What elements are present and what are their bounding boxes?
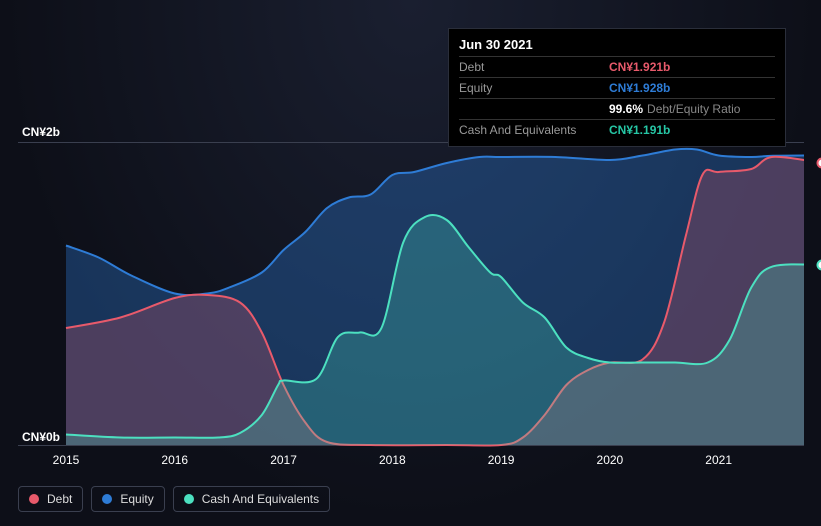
legend: Debt Equity Cash And Equivalents bbox=[18, 486, 330, 512]
legend-label: Equity bbox=[120, 492, 153, 506]
series-end-marker bbox=[817, 158, 821, 169]
tooltip-row: 99.6% Debt/Equity Ratio bbox=[459, 98, 775, 119]
tooltip-row-label: Cash And Equivalents bbox=[459, 123, 609, 137]
legend-label: Cash And Equivalents bbox=[202, 492, 319, 506]
legend-item[interactable]: Debt bbox=[18, 486, 83, 512]
legend-item[interactable]: Equity bbox=[91, 486, 164, 512]
legend-label: Debt bbox=[47, 492, 72, 506]
tooltip-row-value: CN¥1.921b bbox=[609, 60, 670, 74]
tooltip-row: Cash And EquivalentsCN¥1.191b bbox=[459, 119, 775, 140]
x-tick-label: 2021 bbox=[705, 453, 732, 467]
x-tick-label: 2020 bbox=[597, 453, 624, 467]
legend-dot-icon bbox=[29, 494, 39, 504]
series-end-marker bbox=[817, 260, 821, 271]
tooltip-row-extra: Debt/Equity Ratio bbox=[647, 102, 740, 116]
tooltip: Jun 30 2021 DebtCN¥1.921bEquityCN¥1.928b… bbox=[448, 28, 786, 147]
tooltip-title: Jun 30 2021 bbox=[459, 37, 775, 56]
x-tick-label: 2018 bbox=[379, 453, 406, 467]
chart-container: CN¥2b CN¥0b 2015201620172018201920202021… bbox=[18, 10, 804, 480]
tooltip-row-label: Debt bbox=[459, 60, 609, 74]
tooltip-row-label: Equity bbox=[459, 81, 609, 95]
x-tick-label: 2015 bbox=[53, 453, 80, 467]
tooltip-row-label bbox=[459, 102, 609, 116]
legend-dot-icon bbox=[184, 494, 194, 504]
tooltip-row-value: CN¥1.928b bbox=[609, 81, 670, 95]
tooltip-row-value: CN¥1.191b bbox=[609, 123, 670, 137]
legend-dot-icon bbox=[102, 494, 112, 504]
tooltip-row: EquityCN¥1.928b bbox=[459, 77, 775, 98]
x-tick-label: 2017 bbox=[270, 453, 297, 467]
tooltip-row: DebtCN¥1.921b bbox=[459, 56, 775, 77]
tooltip-row-value: 99.6% bbox=[609, 102, 643, 116]
legend-item[interactable]: Cash And Equivalents bbox=[173, 486, 330, 512]
x-tick-label: 2016 bbox=[161, 453, 188, 467]
x-tick-label: 2019 bbox=[488, 453, 515, 467]
